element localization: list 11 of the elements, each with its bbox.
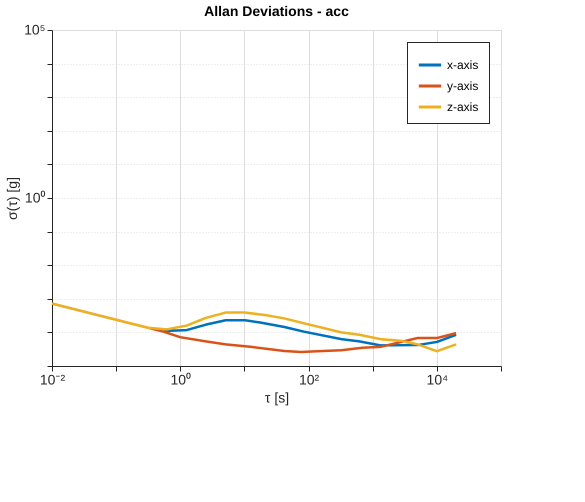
x-tick-label: 10⁰ (170, 372, 192, 388)
x-axis-title: τ [s] (264, 390, 290, 406)
x-tick-label: 10² (298, 372, 320, 388)
legend-label: z-axis (447, 100, 478, 114)
chart-title: Allan Deviations - acc (204, 3, 350, 19)
legend-label: x-axis (447, 58, 478, 72)
x-tick-label: 10⁻² (40, 372, 66, 388)
y-axis-title: σ(τ) [g] (4, 177, 20, 220)
legend-label: y-axis (447, 79, 478, 93)
x-tick-label: 10⁴ (426, 372, 448, 388)
y-tick-label: 10⁵ (24, 22, 46, 38)
